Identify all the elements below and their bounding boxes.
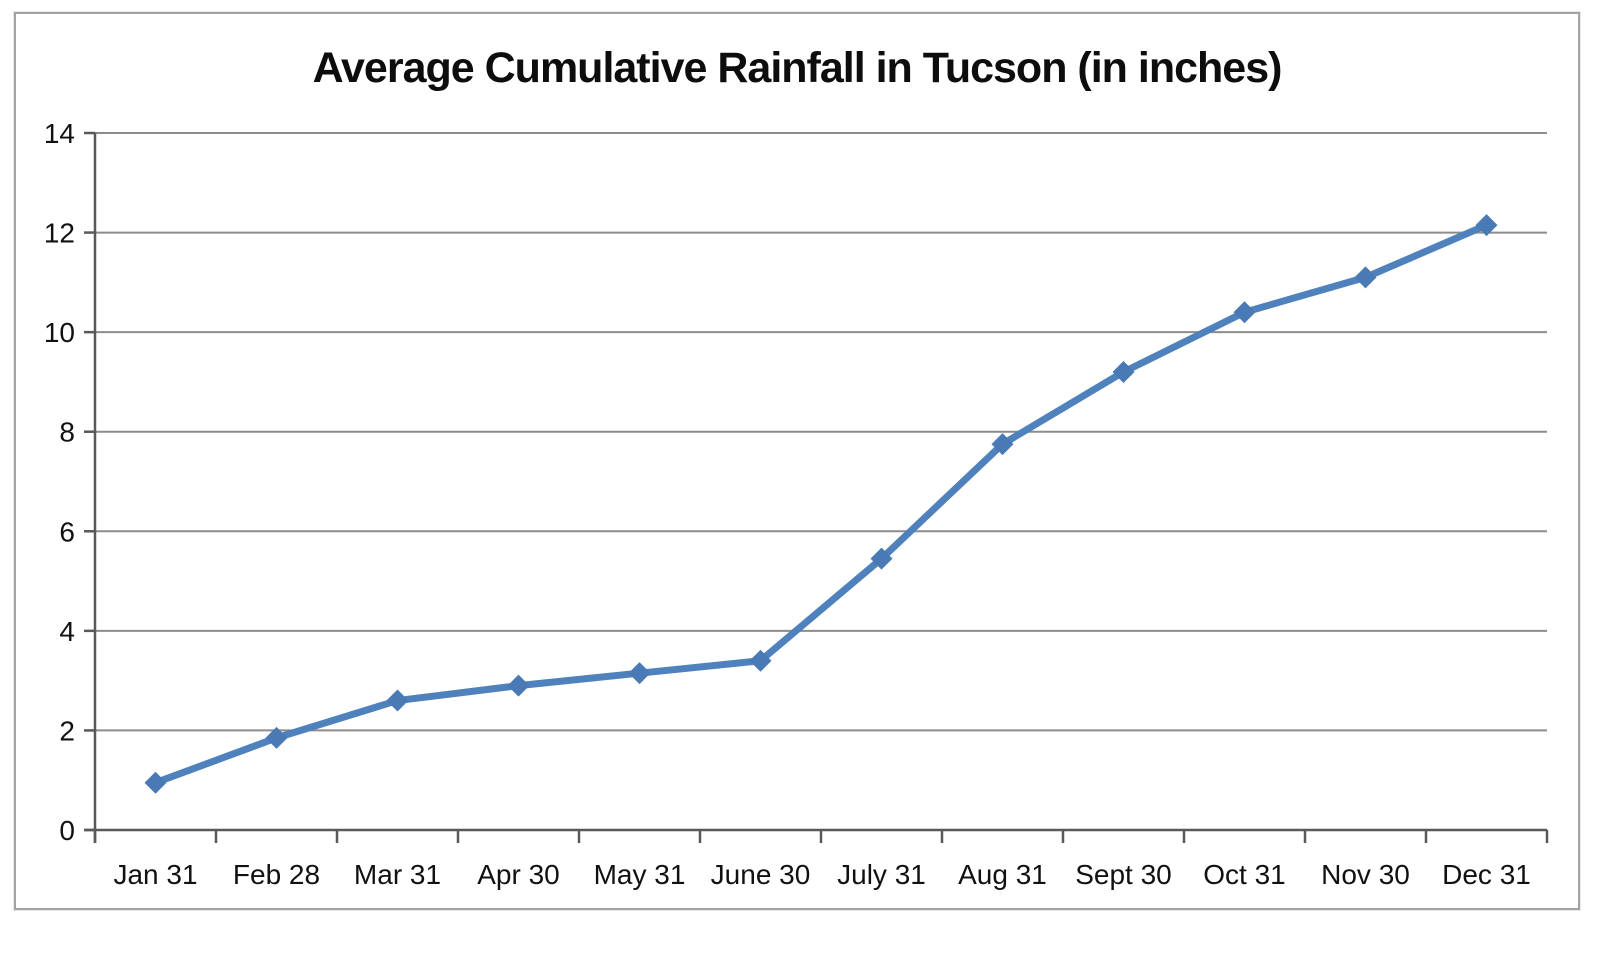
x-tick-label: Aug 31 bbox=[958, 859, 1047, 890]
x-tick-label: Apr 30 bbox=[477, 859, 560, 890]
x-axis-ticks: Jan 31 Feb 28 Mar 31 Apr 30 May 31 June 30 Jul… bbox=[93, 830, 1549, 890]
x-tick-label: Dec 31 bbox=[1442, 859, 1531, 890]
data-point-marker bbox=[1475, 214, 1498, 237]
x-tick-label: Nov 30 bbox=[1321, 859, 1410, 890]
y-tick-label: 12 bbox=[44, 218, 75, 249]
data-point-marker bbox=[749, 649, 772, 672]
x-tick-label: Jan 31 bbox=[113, 859, 197, 890]
y-tick-label: 8 bbox=[59, 417, 75, 448]
data-point-marker bbox=[265, 726, 288, 749]
data-point-marker bbox=[628, 662, 651, 685]
x-tick-label: July 31 bbox=[837, 859, 926, 890]
data-point-marker bbox=[386, 689, 409, 712]
x-tick-label: Mar 31 bbox=[354, 859, 441, 890]
data-point-markers bbox=[144, 214, 1498, 794]
x-tick-label: Sept 30 bbox=[1075, 859, 1172, 890]
y-tick-label: 0 bbox=[59, 815, 75, 846]
x-tick-label: Feb 28 bbox=[233, 859, 320, 890]
data-point-marker bbox=[1233, 301, 1256, 324]
y-tick-label: 10 bbox=[44, 317, 75, 348]
y-tick-label: 2 bbox=[59, 715, 75, 746]
data-point-marker bbox=[870, 547, 893, 570]
gridlines bbox=[95, 132, 1547, 732]
y-tick-label: 6 bbox=[59, 516, 75, 547]
chart-frame bbox=[14, 12, 1580, 910]
data-point-marker bbox=[144, 771, 167, 794]
y-tick-label: 4 bbox=[59, 616, 75, 647]
data-point-marker bbox=[1112, 360, 1135, 383]
x-tick-label: May 31 bbox=[594, 859, 686, 890]
rainfall-series-line bbox=[152, 221, 1490, 787]
data-point-marker bbox=[1354, 266, 1377, 289]
x-tick-label: Oct 31 bbox=[1203, 859, 1285, 890]
data-point-marker bbox=[991, 433, 1014, 456]
x-tick-label: June 30 bbox=[711, 859, 811, 890]
y-tick-label: 14 bbox=[44, 118, 75, 149]
data-point-marker bbox=[507, 674, 530, 697]
y-axis-ticks: 0 2 4 6 8 10 12 14 bbox=[44, 118, 95, 846]
